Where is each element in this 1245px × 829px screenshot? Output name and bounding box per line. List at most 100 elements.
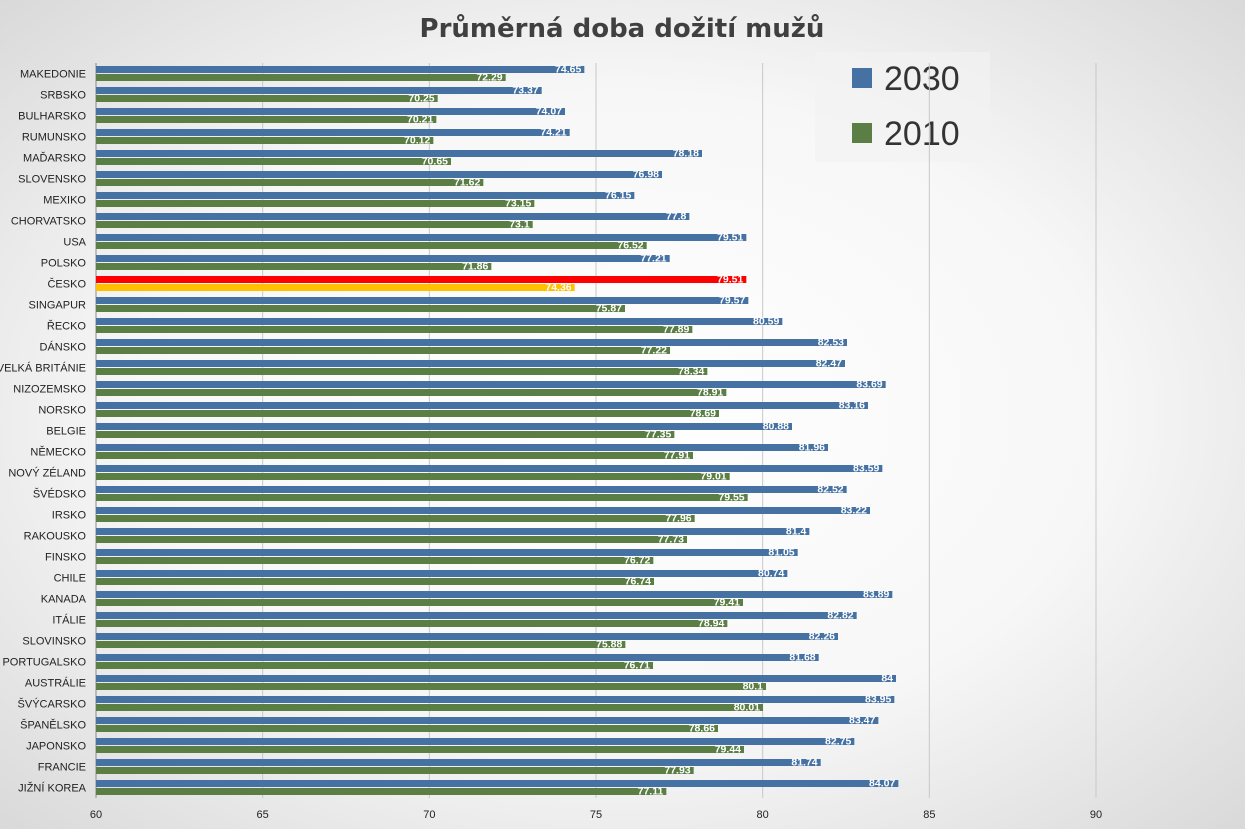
category-label: JIŽNÍ KOREA: [18, 782, 87, 795]
category-label: MAKEDONIE: [20, 69, 86, 81]
x-tick-label: 80: [757, 809, 769, 821]
data-label-2030: 84: [881, 673, 893, 685]
category-label: ŠPANĚLSKO: [20, 719, 86, 732]
bar-2010: [96, 788, 667, 795]
data-label-2030: 80.59: [753, 316, 779, 328]
category-label: ITÁLIE: [52, 614, 86, 627]
bar-2030: [96, 591, 893, 598]
bar-2010: [96, 200, 535, 207]
bar-2010: [96, 683, 766, 690]
legend-swatch: [852, 123, 872, 143]
data-label-2030: 78.18: [673, 148, 699, 160]
data-label-2030: 77.21: [640, 253, 666, 265]
bar-2030: [96, 465, 883, 472]
bar-2030: [96, 381, 886, 388]
bar-2010: [96, 704, 763, 711]
bar-2010: [96, 179, 484, 186]
data-label-2010: 76.71: [624, 660, 650, 672]
data-label-2010: 78.34: [678, 366, 704, 378]
bar-2010: [96, 137, 434, 144]
bar-2030: [96, 423, 792, 430]
bar-2010: [96, 746, 744, 753]
bar-2030: [96, 339, 847, 346]
data-label-2030: 74.07: [536, 106, 562, 118]
category-label: VELKÁ BRITÁNIE: [0, 362, 86, 375]
x-tick-labels: 60 65 70 75 80 85 90: [90, 809, 1102, 821]
legend: 2030 2010: [815, 52, 990, 162]
bar-2030: [96, 759, 821, 766]
data-label-2030: 79.51: [717, 232, 743, 244]
bar-2010: [96, 431, 675, 438]
category-label: RAKOUSKO: [24, 531, 87, 543]
data-label-2010: 71.62: [454, 177, 480, 189]
category-label: KANADA: [41, 594, 87, 606]
bar-2030: [96, 255, 670, 262]
data-label-2030: 73.37: [512, 85, 538, 97]
data-label-2010: 77.35: [645, 429, 671, 441]
data-label-2030: 83.47: [849, 715, 875, 727]
legend-box: [815, 52, 990, 162]
category-label: PORTUGALSKO: [2, 657, 86, 669]
data-label-2030: 76.98: [633, 169, 659, 181]
bar-2010: [96, 221, 533, 228]
data-label-2010: 77.11: [638, 786, 664, 798]
data-label-2030: 81.74: [791, 757, 817, 769]
data-label-2030: 83.89: [863, 589, 889, 601]
bar-2010: [96, 641, 626, 648]
category-label: FINSKO: [45, 552, 86, 564]
data-label-2030: 82.75: [825, 736, 851, 748]
bar-2030: [96, 318, 783, 325]
data-label-2030: 82.26: [809, 631, 835, 643]
data-label-2030: 79.57: [719, 295, 745, 307]
bar-2010: [96, 620, 728, 627]
data-label-2010: 77.96: [665, 513, 691, 525]
data-label-2010: 78.69: [690, 408, 716, 420]
category-label: SINGAPUR: [29, 300, 87, 312]
bar-2010: [96, 263, 492, 270]
bar-2030: [96, 276, 747, 283]
bar-2030: [96, 654, 819, 661]
data-label-2010: 79.41: [714, 597, 740, 609]
x-tick-label: 65: [257, 809, 269, 821]
bar-2010: [96, 242, 647, 249]
data-label-2030: 81.68: [789, 652, 815, 664]
data-label-2010: 73.1: [509, 219, 530, 231]
data-label-2030: 84.07: [869, 778, 895, 790]
bar-2010: [96, 662, 653, 669]
bar-2010: [96, 557, 654, 564]
bar-2010: [96, 326, 693, 333]
category-label: AUSTRÁLIE: [25, 677, 86, 690]
x-tick-label: 90: [1090, 809, 1102, 821]
data-label-2030: 77.8: [666, 211, 687, 223]
bar-2030: [96, 192, 635, 199]
data-label-2030: 81.4: [786, 526, 807, 538]
category-label: POLSKO: [41, 258, 87, 270]
data-label-2030: 81.05: [768, 547, 794, 559]
data-label-2010: 78.66: [689, 723, 715, 735]
data-label-2030: 80.74: [758, 568, 784, 580]
category-label: BELGIE: [46, 426, 86, 438]
bar-2010: [96, 158, 451, 165]
data-label-2030: 83.22: [841, 505, 867, 517]
bar-2010: [96, 305, 625, 312]
category-label: CHORVATSKO: [11, 216, 87, 228]
bars: 74.65 72.29 73.37 70.25 74.07 70.21 74.21 70.12…: [96, 64, 899, 798]
data-label-2010: 70.21: [407, 114, 433, 126]
legend-swatch: [852, 68, 872, 88]
data-label-2010: 76.52: [617, 240, 643, 252]
bar-2030: [96, 108, 565, 115]
x-tick-label: 75: [590, 809, 602, 821]
bar-2010: [96, 578, 654, 585]
bar-2010: [96, 410, 719, 417]
category-label: SRBSKO: [40, 90, 86, 102]
bar-2010: [96, 725, 718, 732]
data-label-2030: 83.95: [865, 694, 891, 706]
data-label-2030: 82.53: [818, 337, 844, 349]
bar-2010: [96, 284, 575, 291]
x-tick-label: 60: [90, 809, 102, 821]
data-label-2030: 76.15: [605, 190, 631, 202]
data-label-2010: 77.73: [658, 534, 684, 546]
category-label: NOVÝ ZÉLAND: [8, 467, 86, 480]
category-label: CHILE: [54, 573, 86, 585]
